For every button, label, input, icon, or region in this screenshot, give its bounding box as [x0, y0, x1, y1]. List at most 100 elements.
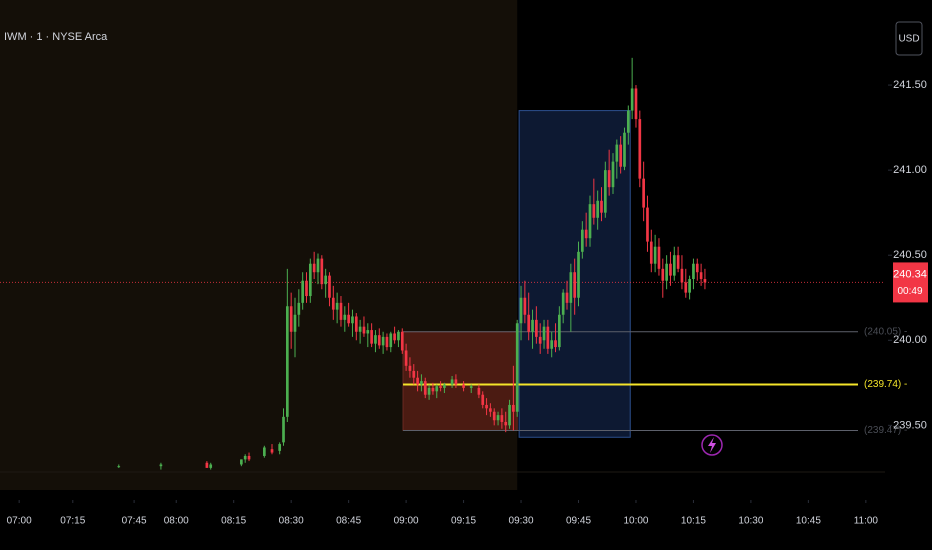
candle-body: [646, 207, 649, 242]
candle-body: [523, 297, 527, 315]
candle-body: [366, 330, 370, 334]
last-price-badge: [893, 262, 928, 303]
candle-body: [389, 333, 393, 348]
countdown-label: 00:49: [897, 286, 922, 297]
candle-body: [270, 449, 274, 453]
candle-body: [580, 229, 584, 252]
candle-body: [485, 404, 488, 409]
candle-body: [527, 314, 531, 332]
candle-body: [477, 387, 481, 395]
candle-body: [531, 319, 534, 332]
candle-body: [695, 263, 699, 273]
x-tick-label: 10:30: [738, 516, 763, 527]
candle-body: [588, 204, 592, 239]
candle-body: [423, 381, 427, 395]
candle-body: [558, 314, 561, 348]
candle-body: [243, 455, 247, 460]
candle-body: [611, 161, 615, 188]
candle-body: [669, 263, 672, 276]
level-label: (240.05) -: [864, 326, 907, 337]
candle-body: [285, 306, 289, 417]
candle-body: [615, 144, 619, 162]
candle-body: [343, 314, 347, 320]
x-tick-label: 11:00: [854, 516, 879, 527]
y-tick-label: 239.50: [893, 419, 927, 431]
candle-body: [159, 464, 163, 467]
candle-body: [435, 386, 439, 392]
candle-body: [282, 416, 285, 443]
candle-body: [328, 275, 331, 298]
candle-body: [297, 302, 301, 315]
x-tick-label: 07:15: [60, 516, 85, 527]
candle-body: [247, 455, 251, 460]
candle-body: [653, 246, 657, 264]
candle-body: [672, 255, 676, 276]
candle-body: [362, 326, 366, 334]
candle-body: [577, 251, 580, 298]
candle-body: [680, 268, 684, 283]
candle-body: [561, 292, 565, 315]
x-tick-label: 08:45: [336, 516, 361, 527]
candle-body: [377, 335, 381, 346]
candle-body: [542, 326, 546, 341]
candle-body: [661, 268, 665, 281]
candle-body: [699, 272, 703, 280]
candle-body: [404, 350, 408, 366]
candle-body: [657, 246, 661, 269]
candle-body: [504, 421, 508, 426]
y-tick-label: 240.50: [893, 249, 927, 261]
x-tick-label: 07:45: [122, 516, 147, 527]
y-tick-label: 241.50: [893, 79, 927, 91]
candle-body: [335, 302, 339, 310]
plot-layer: (240.05) - (239.74) - (239.47) -: [0, 0, 907, 490]
candle-body: [370, 330, 373, 344]
candle-body: [450, 379, 454, 385]
candle-body: [117, 466, 121, 468]
candle-body: [240, 459, 243, 465]
candle-body: [293, 314, 297, 332]
x-tick-label: 08:00: [164, 516, 189, 527]
candle-body: [420, 381, 423, 385]
candle-body: [565, 292, 569, 303]
candle-body: [688, 279, 691, 293]
y-tick-label: 240.00: [893, 334, 927, 346]
candle-body: [512, 404, 515, 412]
candle-body: [546, 326, 550, 349]
candle-body: [427, 387, 431, 395]
candle-body: [584, 229, 588, 239]
candle-body: [439, 386, 442, 388]
currency-button[interactable]: [895, 21, 923, 56]
x-tick-label: 10:45: [796, 516, 821, 527]
x-tick-label: 10:00: [623, 516, 648, 527]
candle-body: [492, 411, 496, 421]
x-tick-label: 09:30: [509, 516, 534, 527]
candle-body: [381, 336, 385, 346]
candle-body: [535, 319, 538, 337]
candle-body: [263, 447, 266, 456]
candle-body: [354, 316, 358, 332]
candle-body: [623, 132, 626, 167]
candle-body: [397, 331, 400, 341]
candle-body: [316, 258, 320, 273]
candle-body: [607, 170, 611, 188]
candle-body: [619, 144, 622, 167]
x-tick-label: 09:15: [451, 516, 476, 527]
candle-body: [412, 370, 416, 378]
candle-body: [603, 170, 607, 213]
x-tick-label: 08:30: [279, 516, 304, 527]
candle-body: [508, 404, 511, 426]
candle-body: [703, 279, 707, 283]
candle-body: [289, 306, 293, 332]
candle-body: [496, 415, 500, 421]
candle-body: [443, 384, 446, 388]
candle-body: [320, 258, 324, 285]
candle-body: [500, 415, 504, 422]
x-tick-label: 09:45: [566, 516, 591, 527]
candle-body: [676, 255, 680, 269]
candle-body: [515, 323, 519, 412]
candle-body: [626, 110, 630, 133]
level-label: (239.74) -: [864, 379, 907, 390]
candle-body: [347, 314, 350, 324]
chart-title: IWM · 1 · NYSE Arca: [4, 31, 108, 43]
